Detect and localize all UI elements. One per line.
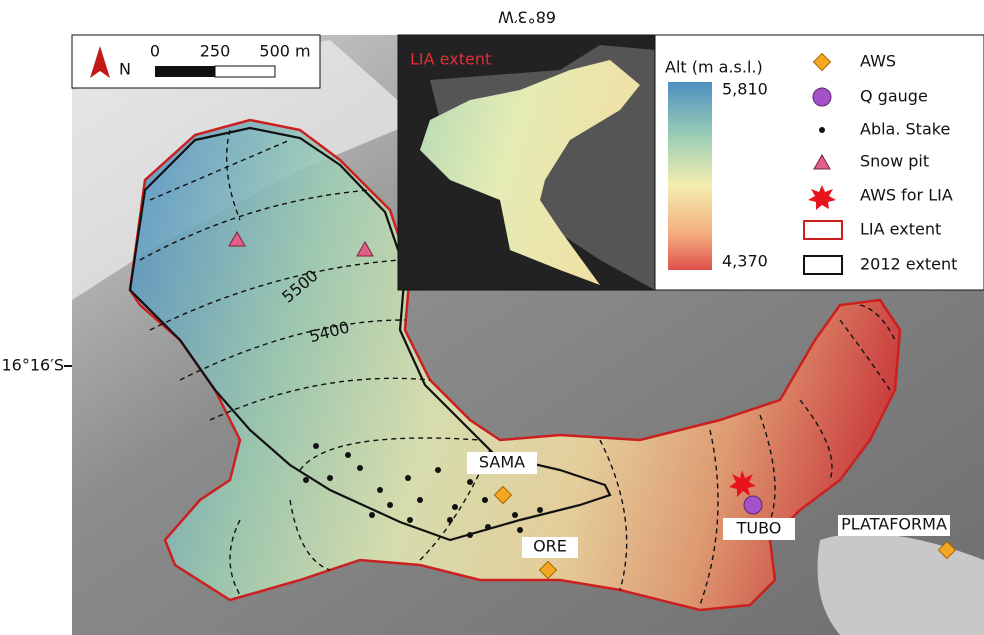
station-label: TUBO (736, 519, 782, 538)
snow-pit (356, 240, 374, 257)
label-box (522, 537, 578, 558)
colorbar-title: Alt (m a.s.l.) (665, 58, 763, 77)
north-arrow (90, 46, 110, 78)
abla-stake (387, 502, 393, 508)
abla-stake (435, 467, 441, 473)
abla-stake (357, 465, 363, 471)
legend-label: Abla. Stake (860, 120, 950, 139)
legend-symbol (803, 255, 843, 275)
abla-stake (467, 479, 473, 485)
colorbar-label: 5,810 (722, 80, 768, 99)
abla-stake (517, 527, 523, 533)
longitude-label: 68°3′W (498, 8, 556, 27)
abla-stake (537, 507, 543, 513)
legend-symbol (803, 220, 843, 240)
north-label: N (119, 60, 131, 79)
abla-stake (313, 443, 319, 449)
latitude-label: 16°16′S (1, 356, 64, 375)
legend-label: LIA extent (860, 220, 941, 239)
legend-label: 2012 extent (860, 255, 957, 274)
station-label: ORE (533, 537, 567, 556)
aws (538, 560, 558, 580)
legend-items: AWS Q gauge Abla. Stake Snow pit AWS for LIA… (860, 52, 957, 274)
abla-stake (485, 524, 491, 530)
lake (817, 533, 984, 635)
label-box (838, 515, 950, 536)
abla-stake (303, 477, 309, 483)
abla-stake (467, 532, 473, 538)
abla-stake (377, 487, 383, 493)
aws (937, 540, 957, 560)
abla-stake (405, 475, 411, 481)
label-box (723, 518, 795, 540)
abla-stake (327, 475, 333, 481)
abla-stake (482, 497, 488, 503)
abla-stake (452, 504, 458, 510)
aws-for-lia (729, 470, 756, 497)
inset-glacier (420, 60, 640, 285)
station-label: SAMA (479, 453, 525, 472)
q-gauge (743, 495, 763, 515)
stakes (303, 443, 543, 538)
label-box (467, 452, 537, 474)
colorbar (668, 82, 712, 270)
scale-tick: 250 (200, 42, 231, 61)
snow-pit (228, 230, 246, 247)
legend-label: AWS for LIA (860, 186, 953, 205)
abla-stake (417, 497, 423, 503)
scale-tick: 500 m (259, 42, 310, 61)
abla-stake (447, 517, 453, 523)
legend-label: Snow pit (860, 152, 929, 171)
legend-symbol (819, 127, 825, 133)
legend-label: Q gauge (860, 87, 928, 106)
colorbar-label: 4,370 (722, 252, 768, 271)
abla-stake (407, 517, 413, 523)
legend-symbol (812, 87, 832, 107)
scale-bar (155, 66, 215, 77)
legend-label: AWS (860, 52, 896, 71)
station-label: PLATAFORMA (841, 515, 947, 534)
aws (493, 485, 513, 505)
legend-symbol (808, 185, 836, 210)
abla-stake (512, 512, 518, 518)
scale-tick: 0 (150, 42, 160, 61)
scale-box (71, 34, 321, 89)
abla-stake (345, 452, 351, 458)
abla-stake (369, 512, 375, 518)
extent-2012 (128, 126, 612, 542)
scale-bar (214, 65, 276, 78)
legend-symbol (813, 153, 831, 170)
legend-symbol (812, 52, 832, 72)
inset-title: LIA extent (410, 50, 491, 69)
